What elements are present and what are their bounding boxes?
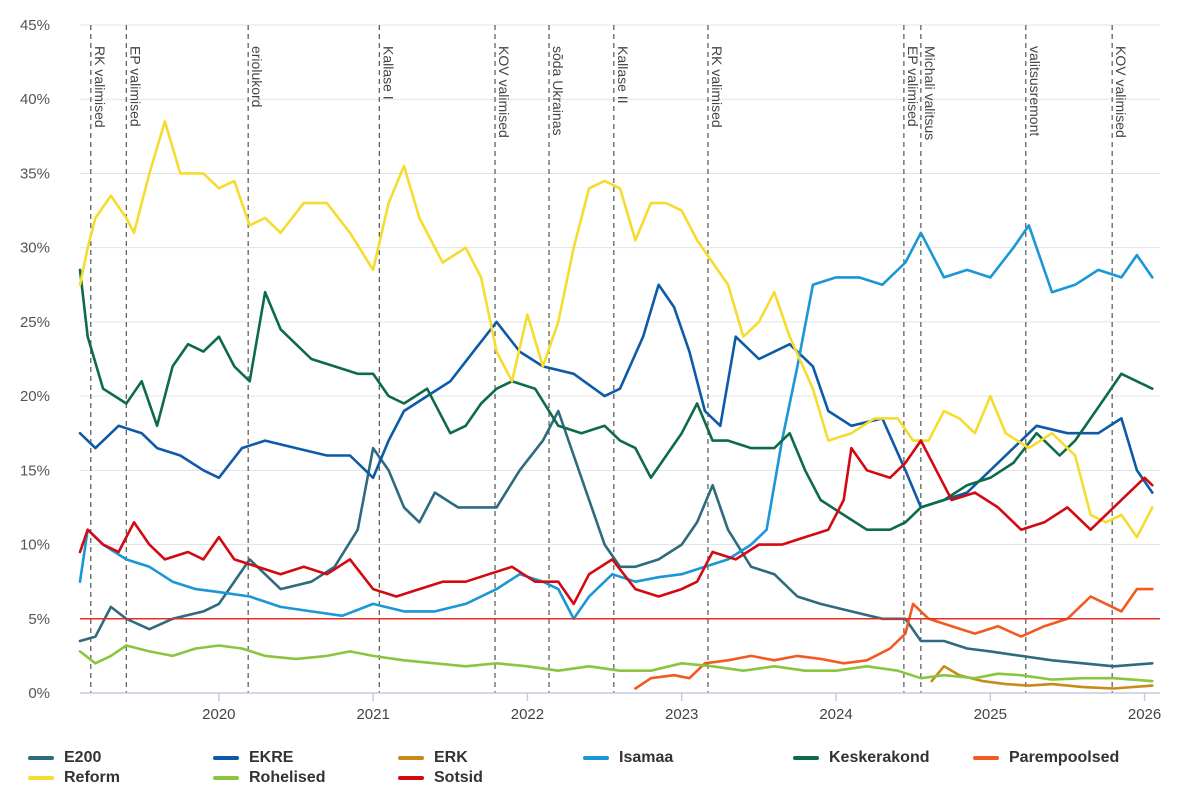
y-tick-label: 15%: [20, 462, 50, 479]
x-tick-label: 2020: [202, 706, 235, 723]
series-lines: [78, 120, 1154, 690]
y-tick-label: 5%: [28, 611, 50, 628]
series-line-e200: [78, 409, 1154, 668]
legend-swatch: [973, 756, 999, 760]
legend-item-keskerakond[interactable]: Keskerakond: [793, 748, 930, 768]
event-label: EP valimised: [905, 46, 921, 127]
event-label: KOV valimised: [1113, 46, 1129, 138]
legend-label: EKRE: [249, 749, 294, 766]
event-label: Michali valitsus: [922, 46, 938, 140]
series-line-reform: [78, 120, 1154, 539]
event-label: RK valimised: [92, 46, 108, 128]
legend-label: Isamaa: [619, 749, 674, 766]
legend-swatch: [28, 756, 54, 760]
y-tick-label: 20%: [20, 388, 50, 405]
series-line-sotsid: [78, 439, 1154, 606]
legend-label: E200: [64, 749, 102, 766]
legend-label: Rohelised: [249, 769, 326, 786]
legend-label: ERK: [434, 749, 468, 766]
x-axis: 2020 2021 2022 2023 2024 2025 2026: [80, 692, 1161, 723]
y-tick-label: 10%: [20, 537, 50, 554]
event-label: EP valimised: [127, 46, 143, 127]
event-label: Kallase I: [380, 46, 396, 100]
series-line-ekre: [78, 283, 1154, 509]
event-label: Kallase II: [615, 46, 631, 104]
series-line-rohelised: [78, 644, 1154, 683]
event-label: eriolukord: [249, 46, 265, 107]
legend-swatch: [213, 756, 239, 760]
y-tick-label: 30%: [20, 240, 50, 257]
legend-label: Reform: [64, 769, 121, 786]
legend-swatch: [398, 776, 424, 780]
x-tick-label: 2026: [1128, 706, 1161, 723]
x-tick-label: 2025: [974, 706, 1007, 723]
y-tick-label: 40%: [20, 91, 50, 108]
legend-item-isamaa[interactable]: Isamaa: [583, 748, 673, 768]
legend-item-erk[interactable]: ERK: [398, 748, 468, 768]
x-tick-label: 2021: [356, 706, 389, 723]
x-tick-label: 2023: [665, 706, 698, 723]
y-tick-label: 35%: [20, 165, 50, 182]
legend-item-ekre[interactable]: EKRE: [213, 748, 293, 768]
legend-item-reform[interactable]: Reform: [28, 768, 120, 788]
legend-item-rohelised[interactable]: Rohelised: [213, 768, 325, 788]
series-line-isamaa: [78, 224, 1154, 621]
series-line-keskerakond: [78, 268, 1154, 531]
x-tick-label: 2022: [511, 706, 544, 723]
series-line-parempoolsed: [634, 587, 1154, 690]
event-label: KOV valimised: [496, 46, 512, 138]
legend-item-e200[interactable]: E200: [28, 748, 101, 768]
event-label: valitsusremont: [1027, 46, 1043, 136]
legend-swatch: [28, 776, 54, 780]
event-markers: RK valimised EP valimised eriolukord Kallas…: [90, 25, 1129, 693]
y-tick-label: 45%: [20, 17, 50, 34]
legend-item-parempoolsed[interactable]: Parempoolsed: [973, 748, 1119, 768]
x-tick-label: 2024: [819, 706, 852, 723]
legend-swatch: [583, 756, 609, 760]
legend-label: Keskerakond: [829, 749, 930, 766]
legend-swatch: [398, 756, 424, 760]
event-label: RK valimised: [709, 46, 725, 128]
event-label: sõda Ukrainas: [550, 46, 566, 136]
legend-label: Parempoolsed: [1009, 749, 1120, 766]
legend-swatch: [213, 776, 239, 780]
legend-item-sotsid[interactable]: Sotsid: [398, 768, 483, 788]
gridlines: [80, 24, 1160, 620]
legend-label: Sotsid: [434, 769, 483, 786]
y-axis: 0% 5% 10% 15% 20% 25% 30% 35% 40% 45%: [20, 17, 50, 702]
y-tick-label: 25%: [20, 314, 50, 331]
legend-swatch: [793, 756, 819, 760]
series-line-erk: [930, 665, 1154, 690]
y-tick-label: 0%: [28, 685, 50, 702]
